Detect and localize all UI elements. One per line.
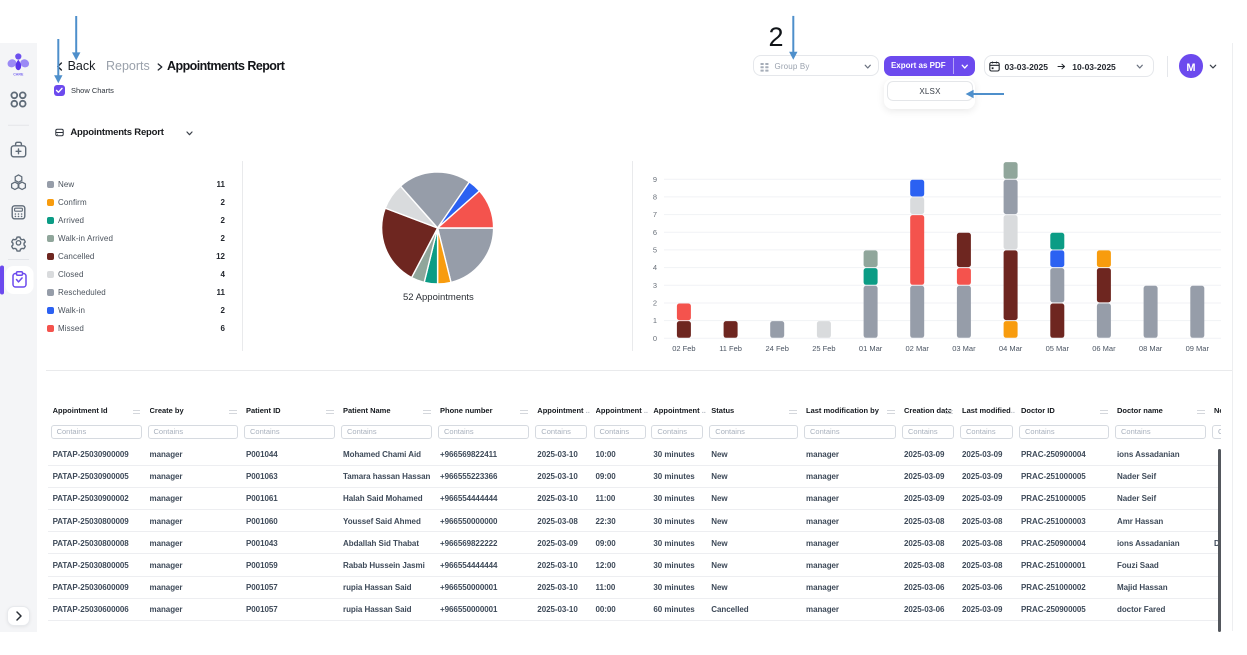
svg-text:7: 7 xyxy=(653,210,657,219)
svg-text:9: 9 xyxy=(653,175,657,184)
svg-text:02 Feb: 02 Feb xyxy=(672,344,695,353)
svg-text:2: 2 xyxy=(653,299,657,308)
svg-text:08 Mar: 08 Mar xyxy=(1139,344,1163,353)
svg-text:11 Feb: 11 Feb xyxy=(719,344,742,353)
svg-text:25 Feb: 25 Feb xyxy=(812,344,835,353)
svg-text:01 Mar: 01 Mar xyxy=(859,344,883,353)
svg-text:3: 3 xyxy=(653,281,657,290)
svg-text:52 Appointments: 52 Appointments xyxy=(403,292,474,303)
svg-text:24 Feb: 24 Feb xyxy=(766,344,789,353)
svg-text:1: 1 xyxy=(653,316,657,325)
svg-text:6: 6 xyxy=(653,228,657,237)
svg-text:CARE: CARE xyxy=(13,72,24,76)
svg-text:04 Mar: 04 Mar xyxy=(999,344,1023,353)
svg-text:09 Mar: 09 Mar xyxy=(1186,344,1210,353)
svg-text:8: 8 xyxy=(653,193,657,202)
svg-text:0: 0 xyxy=(653,334,657,343)
svg-text:4: 4 xyxy=(653,263,657,272)
svg-text:03 Mar: 03 Mar xyxy=(952,344,976,353)
svg-text:02 Mar: 02 Mar xyxy=(906,344,930,353)
svg-text:5: 5 xyxy=(653,246,657,255)
svg-text:05 Mar: 05 Mar xyxy=(1046,344,1070,353)
svg-text:06 Mar: 06 Mar xyxy=(1092,344,1116,353)
